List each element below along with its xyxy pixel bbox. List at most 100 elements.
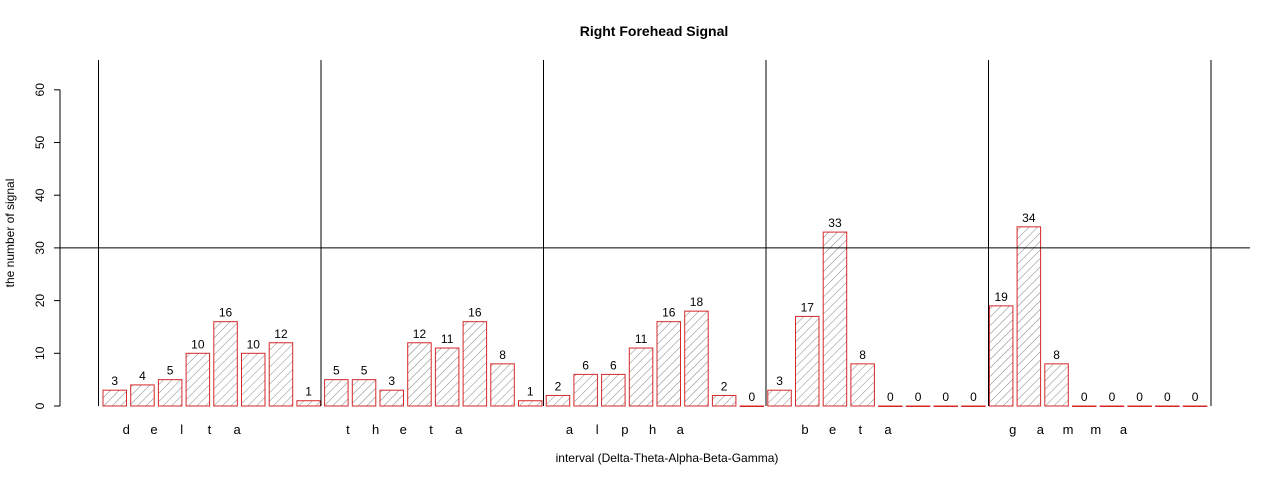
bar-value-label: 0 — [1081, 390, 1088, 404]
bar — [1072, 405, 1097, 407]
group-letter: m — [1090, 422, 1101, 437]
group-letter: e — [829, 422, 836, 437]
bar — [573, 373, 598, 407]
bar-value-label: 5 — [333, 364, 340, 378]
bar — [656, 321, 681, 407]
bar — [241, 352, 266, 407]
bar — [296, 400, 321, 407]
group-letter: l — [180, 422, 183, 437]
bar-value-label: 16 — [468, 306, 482, 320]
bar-value-label: 2 — [721, 379, 728, 393]
bar — [1182, 405, 1208, 407]
group-letter: a — [233, 422, 241, 437]
group-letter: e — [150, 422, 157, 437]
group-letter: m — [1063, 422, 1074, 437]
bar — [878, 405, 903, 407]
bar-value-label: 12 — [413, 327, 427, 341]
bar-value-label: 5 — [361, 364, 368, 378]
bar — [157, 379, 183, 407]
bar-value-label: 11 — [441, 332, 454, 346]
bar-value-label: 12 — [274, 327, 288, 341]
bar-value-label: 16 — [219, 306, 233, 320]
bar-value-label: 10 — [247, 337, 261, 351]
bar-value-label: 6 — [610, 358, 617, 372]
bar-value-label: 0 — [1136, 390, 1143, 404]
bar — [213, 321, 238, 407]
group-letter: h — [649, 422, 656, 437]
bar — [545, 394, 571, 407]
bar-value-label: 8 — [499, 348, 506, 362]
bar-value-label: 3 — [388, 374, 395, 388]
y-tick-label: 60 — [33, 83, 47, 97]
bar — [130, 384, 155, 407]
bar — [268, 342, 294, 407]
group-letter: b — [801, 422, 808, 437]
bar-value-label: 1 — [305, 385, 312, 399]
bar — [1099, 405, 1125, 407]
bar — [822, 231, 848, 407]
group-letter: a — [566, 422, 574, 437]
bar — [684, 310, 709, 407]
bar-value-label: 0 — [970, 390, 977, 404]
bar — [379, 389, 404, 407]
bar-value-label: 34 — [1022, 211, 1036, 225]
y-tick-label: 50 — [33, 136, 47, 150]
bar — [102, 389, 127, 407]
bar-value-label: 0 — [942, 390, 949, 404]
bar-value-label: 5 — [167, 364, 174, 378]
bar — [628, 347, 654, 407]
bar — [462, 321, 488, 407]
group-letter: h — [372, 422, 379, 437]
bar — [1155, 405, 1180, 407]
y-tick-label: 0 — [33, 402, 47, 409]
y-axis-label: the number of signal — [3, 179, 17, 288]
bar — [407, 342, 432, 407]
group-letter: a — [884, 422, 892, 437]
group-letter: a — [677, 422, 685, 437]
bar-value-label: 17 — [801, 300, 815, 314]
x-axis-label: interval (Delta-Theta-Alpha-Beta-Gamma) — [556, 451, 779, 465]
bar — [711, 394, 737, 407]
bar — [518, 400, 543, 407]
bar — [1016, 226, 1042, 407]
group-letter: p — [621, 422, 628, 437]
bar-value-label: 10 — [191, 337, 205, 351]
bar-value-label: 6 — [582, 358, 589, 372]
bar — [490, 363, 515, 407]
bar — [905, 405, 931, 407]
group-letter: t — [859, 422, 863, 437]
bar — [767, 389, 792, 407]
bar-value-label: 0 — [1109, 390, 1116, 404]
bar — [1127, 405, 1152, 407]
bar-value-label: 2 — [555, 379, 562, 393]
bar-value-label: 8 — [1053, 348, 1060, 362]
bar-value-label: 8 — [859, 348, 866, 362]
bar — [739, 405, 765, 407]
bar — [795, 315, 820, 407]
bar — [988, 305, 1014, 407]
y-tick-label: 20 — [33, 294, 47, 308]
group-letter: t — [208, 422, 212, 437]
y-tick-label: 40 — [33, 188, 47, 202]
bar-value-label: 33 — [828, 216, 842, 230]
bar-value-label: 0 — [1192, 390, 1199, 404]
bar-value-label: 0 — [749, 390, 756, 404]
group-letter: l — [596, 422, 599, 437]
bar — [351, 379, 377, 407]
group-letter: t — [346, 422, 350, 437]
group-dividers — [60, 60, 1250, 406]
bar-value-label: 3 — [776, 374, 783, 388]
group-letter: a — [1037, 422, 1045, 437]
bar-value-label: 1 — [527, 385, 534, 399]
group-letter: g — [1009, 422, 1016, 437]
bar — [850, 363, 875, 407]
bar — [324, 379, 349, 407]
bar-value-label: 3 — [111, 374, 118, 388]
bar — [933, 405, 958, 407]
y-axis: 0 10 20 30 40 50 60 — [33, 83, 61, 409]
bar — [434, 347, 460, 407]
group-letter: t — [429, 422, 433, 437]
